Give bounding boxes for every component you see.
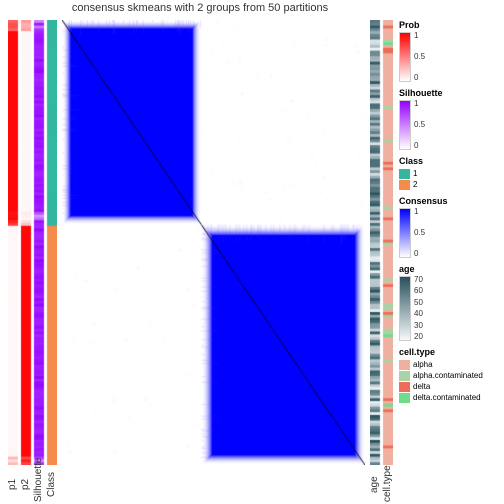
axis-label-p2: p2 — [20, 467, 32, 502]
swatch-label: alpha.contaminated — [413, 371, 483, 380]
tick-label: 50 — [414, 299, 423, 307]
swatch-label: 1 — [413, 169, 417, 178]
legend-item: alpha — [399, 359, 504, 370]
tick-label: 40 — [414, 310, 423, 318]
legend-title: Consensus — [399, 196, 504, 206]
gradient-bar — [399, 32, 411, 82]
plot-area — [8, 20, 393, 465]
legend-title: Silhouette — [399, 88, 504, 98]
legend-item: 2 — [399, 179, 504, 190]
swatch-label: delta — [413, 382, 430, 391]
legend-age: age 70 60 50 40 30 20 — [399, 264, 504, 341]
gradient-ticks: 10.50 — [411, 100, 431, 150]
axis-label-p1: p1 — [7, 467, 19, 502]
tick-label: 20 — [414, 333, 423, 341]
legend-item: alpha.contaminated — [399, 370, 504, 381]
tick-label: 0 — [414, 142, 418, 150]
axis-label-age: age — [369, 467, 381, 502]
gradient-bar — [399, 208, 411, 258]
axis-label-Silhouette: Silhouette — [33, 467, 45, 502]
gradient-ticks: 70 60 50 40 30 20 — [411, 276, 431, 341]
legend-item: delta.contaminated — [399, 392, 504, 403]
gradient-bar — [399, 276, 411, 341]
legend-cell-type: cell.type alpha alpha.contaminated delta del… — [399, 347, 504, 403]
legend-title: cell.type — [399, 347, 504, 357]
legend-Prob: Prob10.50 — [399, 20, 504, 82]
legend-title: age — [399, 264, 504, 274]
right-annotation-canvas — [370, 20, 393, 465]
tick-label: 70 — [414, 276, 423, 284]
swatch — [399, 393, 410, 403]
legend-title: Class — [399, 156, 504, 166]
swatch-label: delta.contaminated — [413, 393, 481, 402]
swatch — [399, 371, 410, 381]
tick-label: 0 — [414, 250, 418, 258]
legend-item: delta — [399, 381, 504, 392]
tick-label: 30 — [414, 322, 423, 330]
legend-item: 1 — [399, 168, 504, 179]
swatch-label: 2 — [413, 180, 417, 189]
gradient-bar — [399, 100, 411, 150]
consensus-heatmap-canvas — [62, 20, 365, 465]
tick-label: 1 — [414, 32, 418, 40]
tick-label: 1 — [414, 208, 418, 216]
tick-label: 0.5 — [414, 121, 425, 129]
plot-title: consensus skmeans with 2 groups from 50 … — [50, 2, 350, 14]
legend-title: Prob — [399, 20, 504, 30]
tick-label: 0.5 — [414, 229, 425, 237]
swatch — [399, 169, 410, 179]
axis-label-cell-type: cell.type — [382, 467, 394, 502]
gradient-ticks: 10.50 — [411, 32, 431, 82]
swatch — [399, 382, 410, 392]
tick-label: 1 — [414, 100, 418, 108]
legend-area: Prob10.50Silhouette10.50Class12Consensus… — [399, 20, 504, 409]
gradient-ticks: 10.50 — [411, 208, 431, 258]
swatch — [399, 180, 410, 190]
left-annotation-canvas — [8, 20, 57, 465]
swatch — [399, 360, 410, 370]
legend-Class: Class 1 2 — [399, 156, 504, 190]
swatch-label: alpha — [413, 360, 433, 369]
tick-label: 0 — [414, 74, 418, 82]
tick-label: 60 — [414, 287, 423, 295]
legend-Consensus: Consensus10.50 — [399, 196, 504, 258]
axis-label-Class: Class — [46, 467, 58, 502]
legend-Silhouette: Silhouette10.50 — [399, 88, 504, 150]
tick-label: 0.5 — [414, 53, 425, 61]
